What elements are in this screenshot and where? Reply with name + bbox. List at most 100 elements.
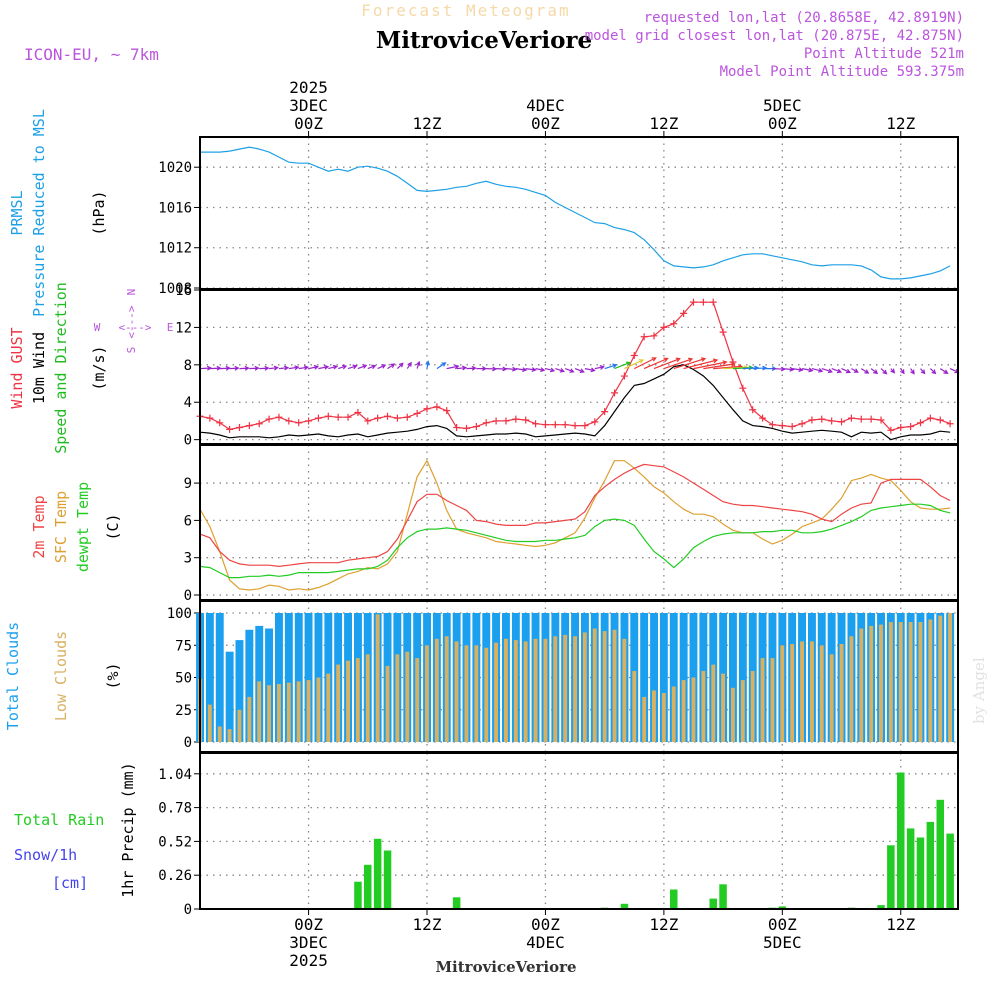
gust-marker [472,423,480,431]
wind-direction-arrow [653,357,681,370]
gust-marker [462,424,470,432]
low-cloud-bar [247,696,252,742]
gust-marker [433,403,441,411]
precip-ytick-label: 0 [184,902,192,918]
low-cloud-bar [296,681,301,742]
top-tick-label: 4DEC [526,96,565,115]
bottom-tick-label: 2025 [289,951,328,970]
low-cloud-bar [395,654,400,742]
low-cloud-bar [602,631,607,742]
gust-marker [314,414,322,422]
low-cloud-bar [760,658,765,742]
top-tick-label: 00Z [531,114,560,133]
temp-label-1: SFC Temp [52,491,70,563]
precip-ytick-label: 1.04 [158,767,192,783]
gust-marker [818,415,826,423]
temperature-panel: 0 3 6 9 2m Temp SFC Temp dewpt Temp (C) [30,445,958,604]
credit: by Angel [970,657,988,724]
compass-w: W [94,321,101,334]
low-cloud-bar [464,645,469,743]
gust-marker [305,417,313,425]
total-cloud-bar [640,613,649,742]
gust-marker [778,422,786,430]
gust-marker [492,417,500,425]
wind-direction-arrow [466,365,477,371]
gust-marker [403,413,411,421]
wind-direction-arrow [415,360,421,369]
low-cloud-bar [661,693,666,742]
gust-marker [265,415,273,423]
gust-marker [541,421,549,429]
wind-ytick-label: 12 [175,320,192,336]
wind-direction-arrow [515,367,528,372]
wind-direction-arrow [406,361,412,369]
t2m-line [199,463,951,568]
top-tick-label: 3DEC [289,96,328,115]
wind-speed-line [199,364,951,441]
wind-direction-arrow [288,365,300,371]
wind-direction-arrow [377,364,387,370]
top-tick-label: 12Z [649,114,678,133]
precip-panel: 0 0.26 0.52 0.78 1.04 Total Rain Snow/1h [cm] 1h… [14,753,958,918]
gust-marker [768,421,776,429]
total-cloud-bar [659,613,668,742]
total-cloud-bar [669,613,678,742]
low-cloud-bar [819,645,824,743]
low-cloud-bar [869,625,874,742]
wind-direction-arrow [338,364,348,370]
gust-marker [877,416,885,424]
gust-marker [443,407,451,415]
low-cloud-bar [257,681,262,742]
temperature-ytick-label: 0 [184,588,192,604]
temperature-ytick-label: 6 [184,513,192,529]
bottom-tick-label: 12Z [413,915,442,934]
compass-rose: W <---> E N <---> S [94,289,174,354]
gust-marker [759,414,767,422]
bottom-tick-label: 3DEC [289,933,328,952]
low-cloud-bar [533,638,538,742]
low-cloud-bar [800,641,804,742]
gust-marker [739,384,747,392]
point-altitude: Point Altitude 521m [804,46,964,62]
temperature-frame [199,444,959,601]
total-cloud-bar [284,613,293,742]
wind-direction-arrow [269,365,279,371]
gust-marker [808,416,816,424]
wind-direction-arrow [574,368,585,373]
low-cloud-bar [780,645,785,743]
low-cloud-bar [691,677,696,742]
wind-direction-arrow [564,368,575,373]
gust-marker [946,420,954,428]
low-cloud-bar [277,684,281,742]
wind-direction-arrow [486,366,498,372]
gust-marker [295,419,303,427]
wind-direction-arrow [505,366,518,372]
rain-bar [354,881,362,909]
low-cloud-bar [365,654,370,742]
gust-marker [630,351,638,359]
wind-direction-arrow [436,362,447,370]
gust-marker [857,415,865,423]
pressure-ytick-label: 1012 [158,241,192,257]
forecast-label: Forecast Meteogram [361,1,570,20]
wind-direction-arrow [308,364,320,370]
low-cloud-bar [425,645,429,743]
clouds-ytick-label: 25 [175,703,192,719]
low-cloud-bar [918,622,923,742]
gust-marker [709,298,717,306]
gust-marker [828,417,836,425]
gust-marker [551,421,559,429]
gust-marker [334,413,342,421]
low-cloud-bar [612,629,617,742]
bottom-tick-label: 00Z [531,915,560,934]
low-cloud-bar [721,673,725,742]
compass-s: S [125,347,138,354]
total-cloud-bar [235,640,244,742]
low-cloud-bar [326,673,331,742]
wind-direction-arrow [634,357,657,370]
gust-marker [788,423,796,431]
total-cloud-bar [738,613,747,742]
temperature-ytick-label: 9 [184,476,192,492]
